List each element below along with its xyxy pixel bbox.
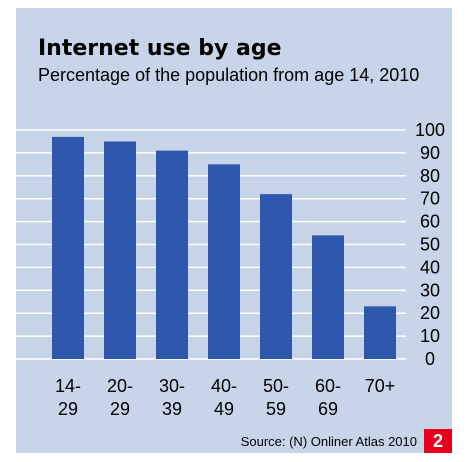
bar xyxy=(260,194,292,359)
y-tick-label: 40 xyxy=(420,257,440,277)
bar xyxy=(208,164,240,359)
bar xyxy=(156,150,188,359)
bars xyxy=(52,136,396,359)
y-tick-label: 80 xyxy=(420,166,440,186)
y-tick-label: 90 xyxy=(420,143,440,163)
x-tick-label: 40- xyxy=(211,376,237,396)
y-tick-label: 50 xyxy=(420,235,440,255)
page-number-badge: 2 xyxy=(424,429,452,453)
source-note: Source: (N) Onliner Atlas 2010 xyxy=(240,434,417,449)
x-tick-label: 59 xyxy=(266,399,286,419)
x-tick-label: 29 xyxy=(58,399,78,419)
bar xyxy=(104,141,136,359)
bar xyxy=(52,136,84,359)
x-tick-label: 30- xyxy=(159,376,185,396)
chart-title: Internet use by age xyxy=(38,36,282,61)
chart-subtitle: Percentage of the population from age 14… xyxy=(38,65,420,85)
y-tick-label: 70 xyxy=(420,189,440,209)
y-tick-label: 60 xyxy=(420,212,440,232)
x-tick-label: 70+ xyxy=(365,376,396,396)
x-tick-label: 14- xyxy=(55,376,81,396)
bar xyxy=(364,306,396,359)
y-tick-label: 100 xyxy=(415,120,445,140)
x-tick-label: 69 xyxy=(318,399,338,419)
x-tick-labels: 14- 29 20- 29 30- 39 40- 49 50- 59 60- 69 70+ xyxy=(55,376,395,419)
x-tick-label: 20- xyxy=(107,376,133,396)
x-tick-label: 39 xyxy=(162,399,182,419)
bar xyxy=(312,235,344,359)
y-tick-label: 20 xyxy=(420,303,440,323)
x-tick-label: 49 xyxy=(214,399,234,419)
y-tick-label: 30 xyxy=(420,280,440,300)
y-tick-label: 0 xyxy=(425,349,435,369)
x-tick-label: 60- xyxy=(315,376,341,396)
y-tick-label: 10 xyxy=(420,326,440,346)
x-tick-label: 29 xyxy=(110,399,130,419)
x-tick-label: 50- xyxy=(263,376,289,396)
